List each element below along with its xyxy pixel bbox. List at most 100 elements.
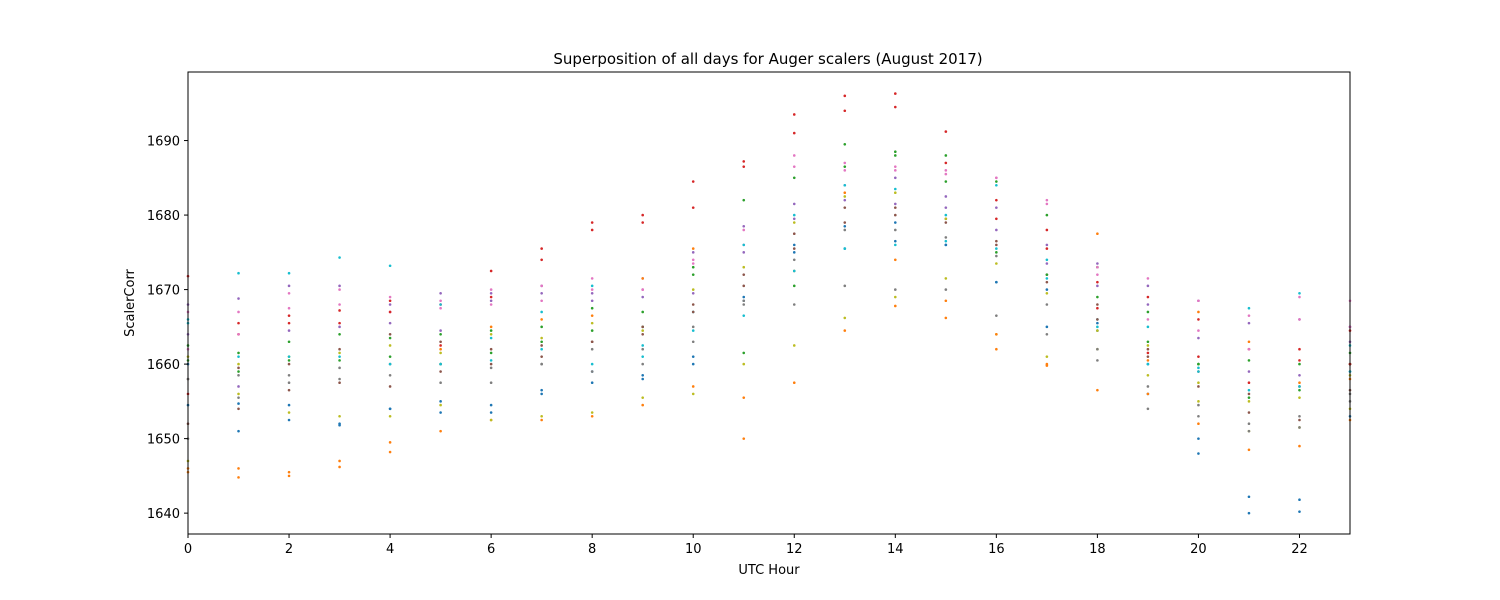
plot-frame bbox=[187, 71, 1351, 535]
data-point bbox=[388, 407, 392, 411]
data-point bbox=[1197, 403, 1200, 407]
data-point bbox=[237, 362, 240, 366]
data-point bbox=[1197, 362, 1200, 366]
data-point bbox=[641, 325, 644, 329]
y-axis-ticks: 1640 1650 1660 1670 1680 1690 bbox=[147, 135, 188, 522]
data-point bbox=[691, 180, 695, 183]
data-point bbox=[1247, 396, 1251, 399]
x-tick-label: 4 bbox=[386, 542, 394, 557]
data-point bbox=[287, 355, 291, 358]
data-point bbox=[1247, 495, 1251, 499]
data-point bbox=[843, 316, 847, 320]
data-point bbox=[540, 325, 543, 329]
data-point bbox=[742, 299, 746, 303]
data-point bbox=[489, 303, 493, 306]
data-point bbox=[792, 221, 796, 224]
data-point bbox=[489, 418, 493, 422]
data-point bbox=[590, 362, 594, 366]
data-point bbox=[995, 239, 998, 243]
data-point bbox=[691, 288, 695, 291]
x-tick-label: 0 bbox=[184, 542, 192, 557]
data-point bbox=[894, 221, 897, 224]
data-point bbox=[489, 359, 493, 362]
data-point bbox=[237, 373, 240, 377]
data-point bbox=[237, 396, 240, 399]
data-point bbox=[439, 340, 442, 344]
data-point bbox=[590, 321, 594, 325]
data-point bbox=[590, 228, 594, 232]
data-point bbox=[540, 247, 543, 250]
data-point bbox=[338, 303, 341, 306]
data-point bbox=[792, 202, 796, 206]
x-tick-label: 12 bbox=[786, 542, 803, 557]
data-point bbox=[1096, 303, 1099, 306]
data-point bbox=[1146, 295, 1150, 299]
data-point bbox=[944, 213, 948, 217]
data-point bbox=[338, 288, 341, 291]
data-point bbox=[338, 347, 341, 351]
data-point bbox=[590, 299, 594, 303]
y-tick-label: 1650 bbox=[147, 433, 180, 448]
data-point bbox=[1096, 280, 1099, 284]
data-point bbox=[641, 288, 644, 291]
data-point bbox=[439, 303, 442, 306]
data-point bbox=[287, 388, 291, 392]
data-point bbox=[1045, 333, 1049, 336]
data-point bbox=[691, 251, 695, 254]
x-tick-label: 18 bbox=[1089, 542, 1106, 557]
data-point bbox=[1298, 292, 1301, 295]
data-point bbox=[590, 288, 594, 291]
data-point bbox=[388, 303, 392, 306]
data-point bbox=[641, 377, 644, 381]
data-point bbox=[843, 183, 847, 187]
data-point bbox=[590, 306, 594, 310]
data-point bbox=[944, 172, 948, 176]
data-point bbox=[641, 295, 644, 299]
data-point bbox=[1146, 284, 1150, 288]
data-point bbox=[439, 362, 442, 366]
data-point bbox=[894, 206, 897, 209]
data-point bbox=[338, 377, 341, 381]
data-point bbox=[489, 288, 493, 291]
data-point bbox=[1247, 381, 1251, 385]
data-point bbox=[590, 284, 594, 288]
data-point bbox=[843, 195, 847, 198]
data-point bbox=[894, 150, 897, 154]
data-point bbox=[1146, 355, 1150, 358]
data-point bbox=[1045, 262, 1049, 265]
data-point bbox=[843, 161, 847, 165]
data-point bbox=[894, 243, 897, 247]
data-point bbox=[338, 309, 341, 312]
data-point bbox=[1247, 321, 1251, 325]
data-point bbox=[1045, 355, 1049, 358]
data-point bbox=[540, 392, 543, 396]
data-point bbox=[1197, 355, 1200, 358]
data-point bbox=[944, 299, 948, 303]
data-point bbox=[1298, 318, 1301, 321]
data-point bbox=[742, 224, 746, 228]
data-point bbox=[237, 402, 240, 405]
data-point bbox=[1096, 325, 1099, 329]
data-point bbox=[1298, 510, 1301, 513]
data-point bbox=[439, 306, 442, 310]
data-point bbox=[1298, 381, 1301, 385]
data-point bbox=[237, 370, 240, 373]
data-point bbox=[1096, 321, 1099, 325]
data-point bbox=[843, 169, 847, 172]
data-point bbox=[1247, 388, 1251, 392]
data-point bbox=[540, 299, 543, 303]
data-point bbox=[792, 381, 796, 385]
data-point bbox=[691, 292, 695, 295]
data-point bbox=[944, 316, 948, 320]
data-point bbox=[894, 176, 897, 180]
data-point bbox=[489, 325, 493, 329]
data-point bbox=[287, 271, 291, 275]
data-point bbox=[843, 109, 847, 113]
data-point bbox=[1247, 359, 1251, 362]
data-point bbox=[338, 333, 341, 336]
data-point bbox=[641, 277, 644, 280]
data-point bbox=[944, 195, 948, 198]
data-point bbox=[742, 303, 746, 306]
